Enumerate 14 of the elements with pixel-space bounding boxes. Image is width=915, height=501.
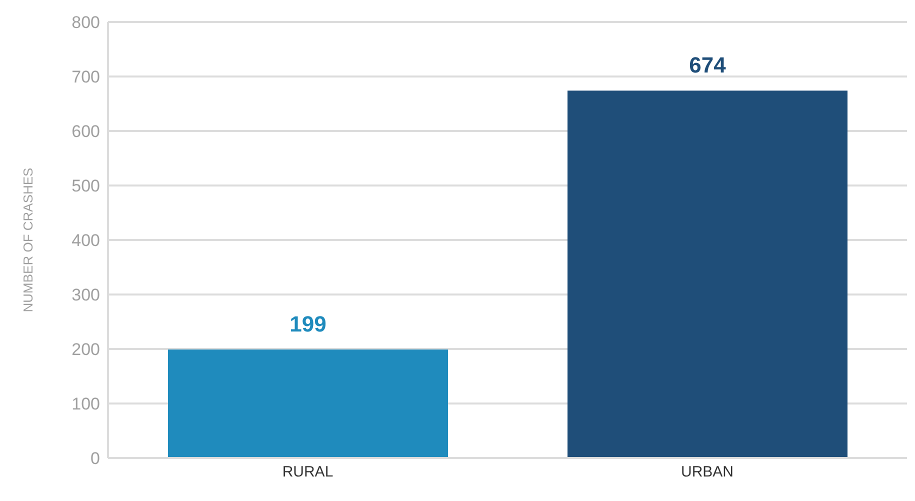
y-tick-label: 0 — [90, 449, 100, 468]
x-tick-label: URBAN — [680, 464, 734, 481]
x-tick-label: RURAL — [282, 464, 334, 481]
y-tick-label: 300 — [72, 286, 100, 305]
y-tick-label: 200 — [72, 340, 100, 360]
y-tick-label: 100 — [72, 394, 100, 414]
data-label: 199 — [290, 312, 326, 337]
y-tick-label: 800 — [72, 13, 100, 32]
y-tick-label: 600 — [72, 122, 100, 142]
y-tick-label: 700 — [72, 68, 100, 87]
y-tick-label: 500 — [72, 176, 100, 196]
y-tick-label: 400 — [72, 231, 100, 250]
data-label: 674 — [689, 52, 727, 78]
y-axis-title: NUMBER OF CRASHES — [20, 167, 36, 312]
